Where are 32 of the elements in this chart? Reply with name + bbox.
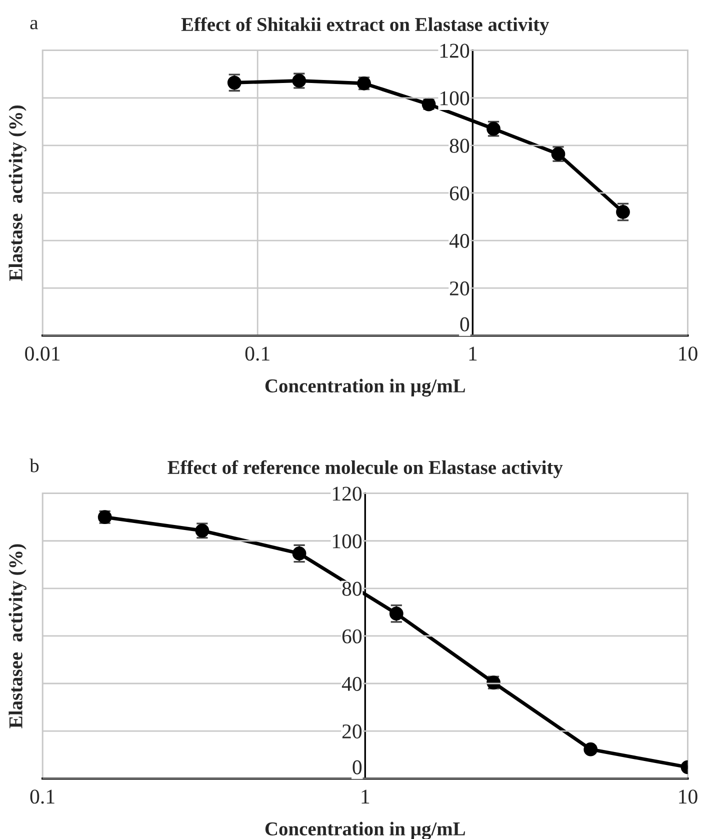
y-tick-label: 20 — [450, 281, 470, 296]
x-axis-title: Concentration in µg/mL — [265, 378, 465, 397]
y-tick-label: 120 — [332, 486, 362, 501]
y-tick-label: 100 — [332, 534, 362, 548]
y-tick-label: 80 — [450, 138, 470, 153]
y-tick-label: 100 — [440, 91, 470, 106]
x-tick-label: 10 — [679, 790, 698, 804]
point — [584, 742, 598, 756]
y-axis-title: Elastase activity (%) — [8, 106, 26, 281]
point — [292, 546, 306, 560]
text: b — [30, 458, 39, 472]
y-tick-label: 0 — [460, 317, 470, 332]
text: a — [30, 20, 38, 30]
y-tick-label: 0 — [352, 760, 362, 774]
chart-title: Effect of Shitakii extract on Elastase activity — [181, 17, 550, 36]
x-tick-label: 0.1 — [245, 346, 270, 361]
y-tick-label: 40 — [449, 234, 470, 248]
y-tick-label: 60 — [450, 186, 470, 200]
y-tick-label: 60 — [342, 629, 362, 644]
x-tick-label: 1 — [469, 346, 477, 360]
y-tick-label: 80 — [342, 582, 362, 596]
x-tick-label: 0.1 — [30, 790, 54, 804]
point — [616, 205, 630, 219]
chart-title: Effect of reference molecule on Elastase activity — [168, 460, 563, 478]
x-tick-label: 0.01 — [25, 346, 60, 361]
point — [389, 606, 404, 621]
y-axis-title: Elastasee activity (%) — [8, 544, 26, 728]
x-tick-label: 10 — [679, 346, 698, 361]
x-tick-label: 1 — [362, 790, 370, 804]
y-tick-label: 20 — [342, 724, 362, 738]
y-tick-label: 40 — [342, 676, 362, 691]
y-tick-label: 120 — [440, 44, 470, 58]
